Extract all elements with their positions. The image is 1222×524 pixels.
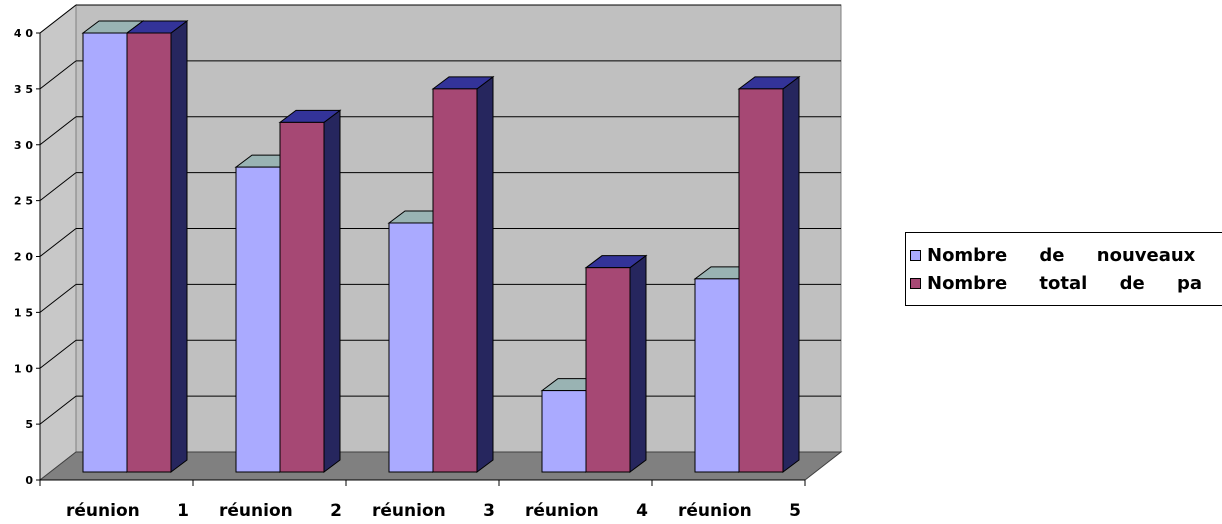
y-tick-label: 1 5 [14, 306, 33, 319]
y-tick-label: 2 5 [14, 195, 33, 208]
bar-front [738, 88, 784, 473]
legend-label-series-1: Nombre de nouveaux [927, 244, 1196, 266]
gridline-side [39, 116, 77, 146]
x-tick-label-word: réunion [219, 501, 293, 521]
bar-5-series-2 [737, 75, 801, 473]
x-tick-label-number: 1 [177, 501, 189, 521]
gridline-side [39, 395, 77, 425]
bar-front [279, 121, 325, 473]
y-tick-labels: 0 5 1 0 1 5 2 0 2 5 3 0 3 5 4 0 [14, 27, 33, 487]
legend-item-series-2: Nombre total de pa [910, 270, 1202, 296]
bar-side [170, 20, 188, 473]
bar-front [388, 222, 434, 473]
x-tick-labels: réunion 1 réunion 2 réunion 3 réunion 4 réunion 5 [66, 501, 801, 521]
bar-side [476, 75, 494, 473]
bar-front [82, 32, 128, 473]
bar-front [235, 166, 281, 473]
x-tick-label-word: réunion [66, 501, 140, 521]
bars [81, 20, 801, 473]
bar-side [323, 109, 341, 473]
gridline-side [39, 4, 77, 34]
legend-label-series-2: Nombre total de pa [927, 272, 1202, 294]
legend: Nombre de nouveaux Nombre total de pa [905, 232, 1222, 306]
x-tick-label-1: réunion 1 [66, 501, 189, 521]
bar-front [694, 278, 740, 473]
x-tick-label-number: 5 [789, 501, 801, 521]
gridline-side [39, 60, 77, 90]
legend-swatch-series-1 [910, 249, 921, 261]
bar-front [432, 88, 478, 473]
x-tick-label-number: 2 [330, 501, 342, 521]
x-tick-label-2: réunion 2 [219, 501, 342, 521]
bar-side [629, 254, 647, 473]
x-tick-label-5: réunion 5 [678, 501, 801, 521]
x-tick-label-4: réunion 4 [525, 501, 648, 521]
y-tick-label: 2 0 [14, 251, 33, 264]
y-tick-label: 4 0 [14, 27, 33, 40]
x-tick-label-3: réunion 3 [372, 501, 495, 521]
y-tick-label: 0 [25, 474, 33, 487]
y-tick-label: 3 0 [14, 139, 33, 152]
gridline-side [39, 339, 77, 369]
bar-4-series-2 [584, 254, 648, 473]
bar-2-series-2 [278, 109, 342, 473]
gridline-side [39, 228, 77, 257]
legend-item-series-1: Nombre de nouveaux [910, 242, 1195, 268]
gridline-side [39, 172, 77, 202]
bar-front [126, 32, 172, 473]
bar-front [541, 390, 587, 473]
x-tick-label-word: réunion [372, 501, 446, 521]
bar-3-series-2 [431, 75, 495, 473]
legend-swatch-series-2 [910, 277, 921, 289]
y-tick-label: 3 5 [14, 83, 33, 96]
y-tick-label: 1 0 [14, 362, 33, 375]
bar-front [585, 267, 631, 473]
y-tick-label: 5 [25, 418, 33, 431]
x-tick-label-word: réunion [678, 501, 752, 521]
x-tick-label-word: réunion [525, 501, 599, 521]
bar-side [782, 75, 800, 473]
bar-1-series-2 [125, 20, 189, 473]
x-tick-label-number: 4 [636, 501, 648, 521]
x-tick-label-number: 3 [483, 501, 495, 521]
gridline-side [39, 283, 77, 313]
axes [36, 32, 806, 486]
